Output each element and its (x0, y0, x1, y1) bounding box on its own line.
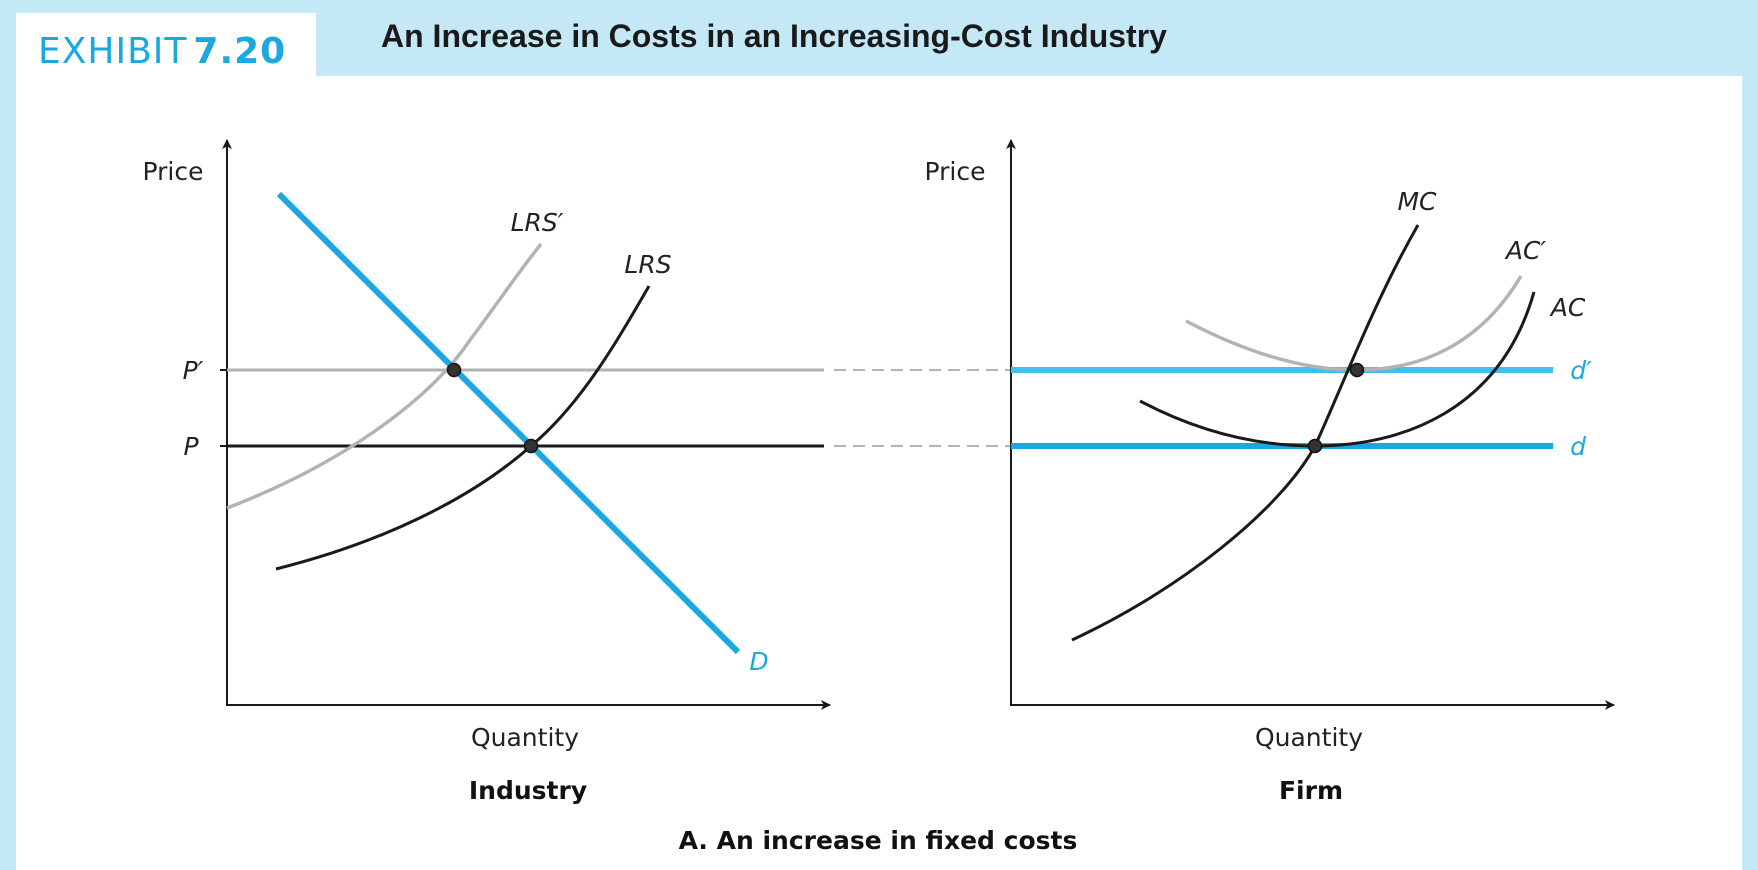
demand-curve (276, 191, 741, 655)
lrs-label: LRS (624, 250, 671, 279)
exhibit-word: EXHIBIT (38, 31, 188, 72)
p-label: P (183, 432, 199, 461)
ac-curve (1139, 291, 1536, 448)
p-prime-label: P′ (183, 356, 204, 385)
firm-y-axis-label: Price (925, 157, 986, 186)
industry-graph: Price Quantity P′ P LRS′ LRS D Industry (143, 139, 831, 805)
industry-x-axis-label: Quantity (471, 723, 579, 752)
caption: A. An increase in fixed costs (679, 826, 1078, 855)
industry-title: Industry (469, 776, 587, 805)
firm-graph: Price Quantity MC AC′ AC d′ d Firm (925, 139, 1615, 805)
equilibrium-point-p (523, 438, 539, 454)
ac-label: AC (1549, 293, 1586, 322)
exhibit-title: An Increase in Costs in an Increasing-Co… (381, 18, 1167, 54)
exhibit-badge (16, 13, 316, 99)
lrs-curve (275, 285, 651, 571)
d-prime-label: d′ (1570, 356, 1592, 385)
exhibit-label: EXHIBIT 7.20 (38, 34, 286, 70)
lrs-prime-label: LRS′ (511, 208, 564, 237)
mc-label: MC (1397, 187, 1437, 216)
firm-min-ac-prime-point (1349, 362, 1365, 378)
industry-y-axis-label: Price (143, 157, 204, 186)
firm-min-ac-point (1307, 438, 1323, 454)
mc-curve (1071, 224, 1420, 642)
firm-x-axis-label: Quantity (1255, 723, 1363, 752)
firm-title: Firm (1279, 776, 1343, 805)
ac-prime-label: AC′ (1504, 236, 1547, 265)
equilibrium-point-p-prime (446, 362, 462, 378)
lrs-prime-curve (226, 242, 543, 510)
demand-label: D (749, 647, 768, 676)
exhibit-number: 7.20 (193, 31, 287, 72)
d-label: d (1570, 432, 1586, 461)
